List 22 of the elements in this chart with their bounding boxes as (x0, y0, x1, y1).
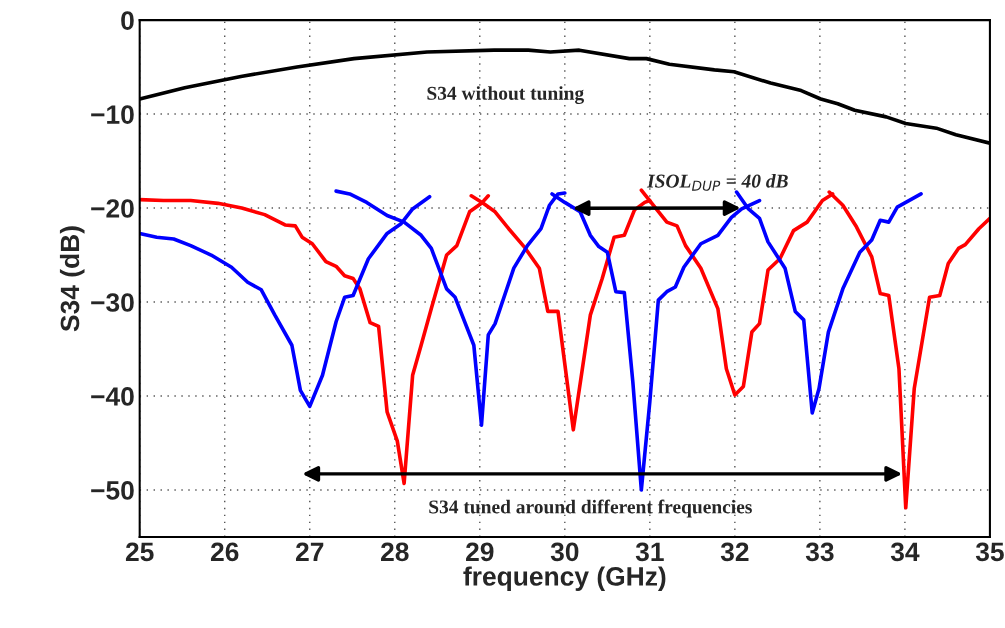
y-tick-label: −10 (91, 105, 134, 124)
y-tick-label: −40 (91, 387, 134, 406)
x-tick-label: 34 (890, 542, 920, 562)
x-tick-label: 27 (295, 542, 324, 561)
x-tick-label: 26 (210, 542, 239, 562)
x-tick-label: 35 (975, 542, 1004, 562)
x-tick-label: 32 (720, 542, 749, 562)
x-tick-label: 28 (381, 542, 409, 562)
x-tick-label: 30 (550, 542, 579, 562)
annotation: ISOL$_{DUP}$ = 40 dB (646, 173, 788, 191)
annotation: S34 tuned around different frequencies (429, 499, 752, 518)
y-axis-title: S34 (dB) (59, 226, 85, 332)
y-tick-label: −30 (91, 293, 134, 312)
y-tick-label: −20 (91, 199, 134, 218)
x-tick-label: 31 (635, 542, 664, 562)
x-tick-label: 33 (805, 542, 834, 562)
y-tick-label: 0 (121, 11, 134, 30)
x-tick-label: 29 (466, 542, 494, 562)
x-tick-label: 25 (125, 542, 154, 562)
annotation: S34 without tuning (427, 86, 584, 104)
x-axis-title: frequency (GHz) (463, 566, 666, 591)
y-tick-label: −50 (91, 481, 134, 500)
